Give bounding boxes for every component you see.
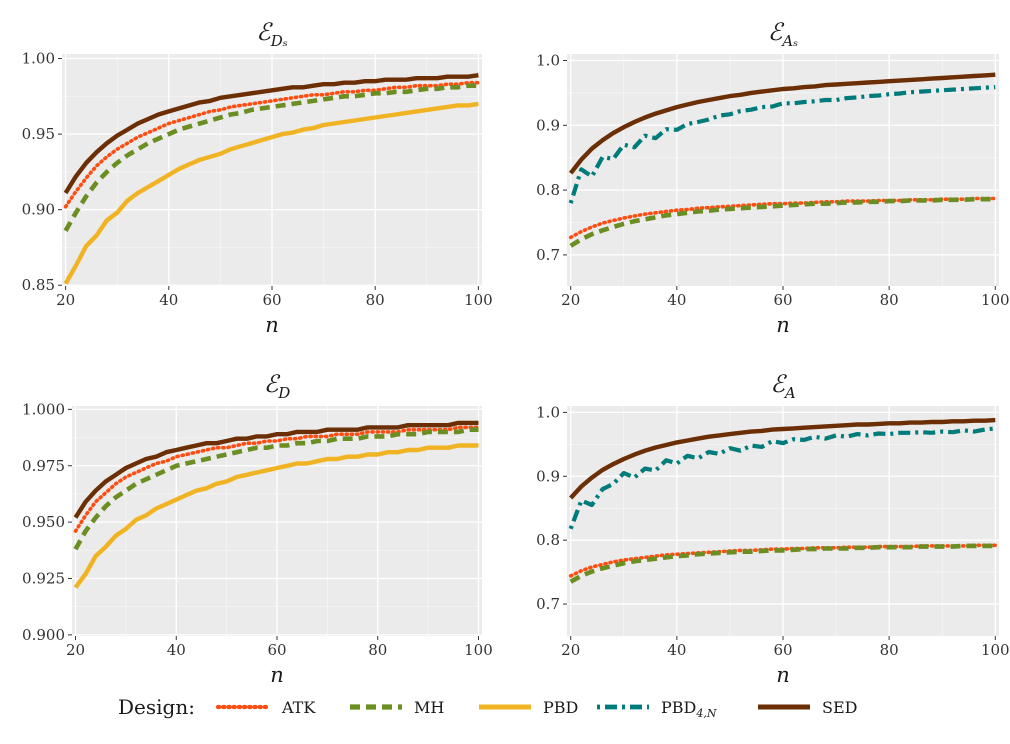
series-line-sed [568,72,996,175]
y-tick-label: 0.925 [22,570,65,588]
x-tick-label: 100 [464,291,493,309]
x-axis-label: n [265,313,279,337]
x-tick-label: 20 [66,641,85,659]
x-tick-label: 100 [981,641,1010,659]
x-tick-label: 80 [880,291,899,309]
x-tick-label: 40 [167,641,186,659]
series-line-sed [63,73,479,195]
series-line-pbd4n [568,426,996,530]
series-line-mh [73,427,479,551]
panel-title: ℰAₛ [768,18,798,50]
y-tick-label: 1.00 [22,50,55,68]
y-tick-label: 1.000 [22,400,65,418]
y-tick-label: 0.950 [22,513,65,531]
x-tick-label: 60 [773,291,792,309]
panel-title-subscript: A [783,384,796,402]
panel-title-subscript: D [277,384,290,402]
y-tick-label: 0.85 [22,276,55,294]
x-tick-label: 80 [368,641,387,659]
panel-title-subscript: Dₛ [270,32,288,50]
legend-label-atk: ATK [281,698,316,717]
series-line-pbd [63,101,479,285]
y-tick-label: 0.95 [22,125,55,143]
series-line-mh [569,196,996,248]
y-tick-label: 0.9 [536,467,560,485]
x-tick-label: 40 [159,291,178,309]
series-line-mh [63,83,479,232]
panel-4: 20 40 60 80 100 0.7 0.8 0.9 1.0 ℰA n [536,370,1009,687]
y-tick-label: 0.7 [536,595,560,613]
x-tick-label: 80 [366,291,385,309]
x-axis-label: n [776,313,790,337]
panel-title: ℰDₛ [256,18,288,50]
series-line-sed [73,420,479,519]
legend-label-pbd: PBD [543,698,578,717]
series-line-sed [569,417,996,500]
legend-label-pbd4n: PBD4,N [661,698,717,720]
panel-title: ℰA [770,370,796,402]
panel-title-subscript: Aₛ [780,32,798,50]
panel-title: ℰD [264,370,291,402]
x-tick-label: 20 [561,641,580,659]
x-tick-label: 20 [56,291,75,309]
x-tick-label: 80 [880,641,899,659]
panel-1: 20 40 60 80 100 0.85 0.90 0.95 1.00 ℰDₛ n [22,18,493,337]
panel-3: 20 40 60 80 100 0.900 0.925 0.950 0.975 1.000 ℰD n [22,370,493,687]
x-tick-label: 60 [262,291,281,309]
y-tick-label: 0.90 [22,201,55,219]
y-tick-label: 1.0 [536,51,560,69]
legend-label-subscript: 4,N [695,707,716,720]
y-tick-label: 0.8 [536,531,560,549]
y-tick-label: 0.8 [536,181,560,199]
x-tick-label: 40 [667,291,686,309]
series-line-atk [73,425,481,533]
y-tick-label: 0.975 [22,457,65,475]
x-axis-label: n [270,663,284,687]
x-axis-label: n [776,663,790,687]
x-tick-label: 100 [981,291,1010,309]
legend-label-mh: MH [414,698,444,717]
series-line-atk [63,80,481,209]
legend-label-sed: SED [822,698,857,717]
x-tick-label: 60 [267,641,286,659]
y-tick-label: 0.900 [22,626,65,644]
panel-2: 20 40 60 80 100 0.7 0.8 0.9 1.0 ℰAₛ n [536,18,1009,337]
y-tick-label: 1.0 [536,403,560,421]
legend: Design: ATK MH PBD PBD4,N SED [118,695,857,720]
series-line-mh [569,543,996,584]
x-tick-label: 20 [561,291,580,309]
y-tick-label: 0.9 [536,116,560,134]
series-line-pbd [73,443,479,589]
y-tick-label: 0.7 [536,246,560,264]
legend-title: Design: [118,695,195,719]
x-tick-label: 100 [464,641,493,659]
series-line-pbd4n [568,85,996,204]
x-tick-label: 60 [773,641,792,659]
x-tick-label: 40 [667,641,686,659]
